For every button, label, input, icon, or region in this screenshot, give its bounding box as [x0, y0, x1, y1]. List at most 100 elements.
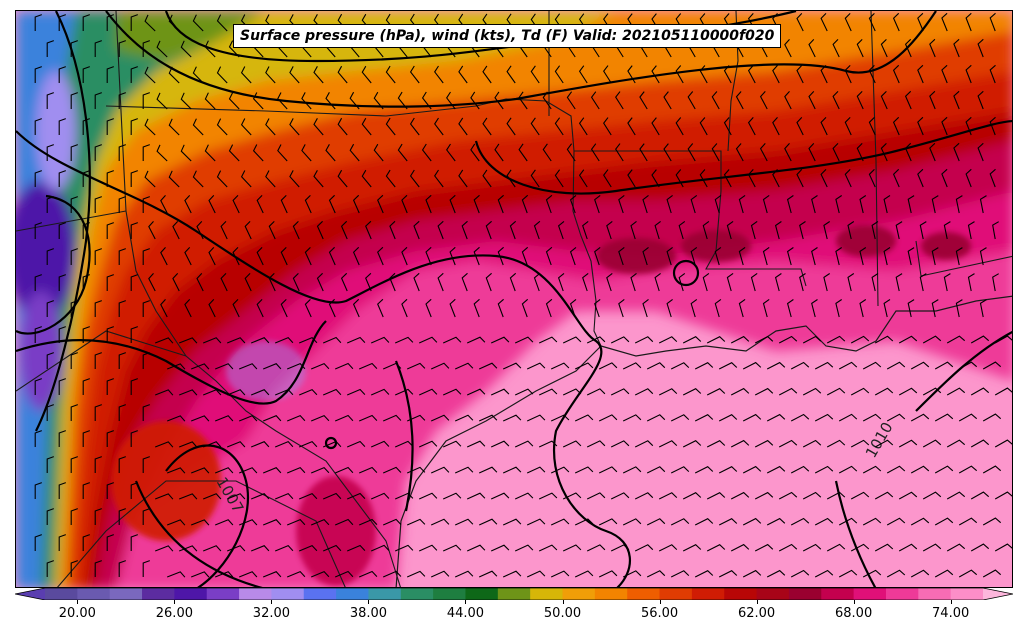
colorbar-extend-max [983, 588, 1013, 600]
wind-barb [425, 298, 432, 318]
wind-barb [838, 569, 858, 578]
wind-barb [666, 246, 673, 266]
wind-barb [723, 169, 732, 188]
wind-barb [802, 491, 822, 500]
wind-barb [946, 387, 966, 396]
wind-barb [953, 142, 960, 162]
wind-barb [699, 65, 708, 84]
wind-barb [820, 65, 828, 84]
wind-barb [586, 388, 606, 396]
wind-barb [868, 169, 876, 188]
wind-barb [130, 274, 138, 291]
wind-barb [58, 326, 66, 343]
wind-barb [569, 246, 577, 266]
wind-barb [401, 298, 408, 318]
wind-barb [470, 91, 480, 110]
wind-barb [313, 66, 324, 84]
wind-barb [466, 388, 486, 396]
wind-barb [216, 118, 228, 136]
wind-barb [958, 361, 978, 370]
wind-barb [46, 40, 54, 57]
wind-barb [862, 361, 882, 370]
wind-barb [970, 387, 990, 396]
wind-barb [735, 143, 744, 162]
wind-barb [328, 194, 336, 214]
wind-barb [892, 64, 900, 84]
wind-barb [406, 362, 426, 370]
wind-barb [742, 569, 762, 578]
wind-barb [838, 517, 858, 526]
colorbar-segment [691, 588, 725, 600]
wind-barb [244, 221, 252, 240]
wind-barb [370, 336, 390, 344]
wind-barb [334, 518, 354, 526]
wind-barb [226, 337, 246, 344]
wind-barb [118, 144, 126, 161]
wind-barb [929, 90, 936, 110]
wind-barb [430, 414, 450, 422]
wind-barb [654, 220, 661, 240]
wind-barb [958, 413, 978, 422]
wind-barb [518, 143, 528, 162]
wind-barb [106, 482, 114, 499]
wind-barb [482, 117, 492, 136]
wind-barb [955, 195, 963, 214]
wind-barb [262, 415, 282, 422]
map-title: Surface pressure (hPa), wind (kts), Td (… [233, 24, 782, 48]
wind-barb [622, 414, 642, 422]
wind-barb [490, 336, 510, 344]
wind-barb [562, 440, 582, 448]
colorbar-segment [465, 588, 499, 600]
wind-barb [618, 246, 625, 266]
wind-barb [820, 117, 828, 136]
wind-barb [694, 570, 714, 578]
wind-barb [430, 518, 450, 526]
wind-barb [167, 415, 186, 422]
wind-barb [762, 298, 770, 318]
wind-barb [687, 91, 696, 110]
wind-barb [658, 336, 678, 344]
wind-barb [874, 491, 894, 500]
wind-barb [358, 362, 378, 370]
wind-barb [994, 335, 1012, 344]
wind-barb [730, 335, 750, 344]
wind-barb [179, 545, 198, 552]
wind-barb [106, 326, 114, 343]
wind-barb [786, 247, 794, 266]
wind-barb [490, 440, 510, 448]
wind-barb [322, 388, 342, 396]
wind-barb [742, 413, 762, 422]
wind-barb [70, 248, 78, 265]
wind-barb [814, 465, 834, 474]
wind-barb [868, 13, 876, 32]
wind-barb [377, 298, 384, 318]
wind-barb [442, 544, 462, 552]
wind-barb [934, 361, 954, 370]
wind-barb [979, 247, 987, 266]
wind-barb [922, 387, 942, 396]
wind-barb [814, 569, 834, 578]
wind-barb [118, 248, 126, 265]
wind-barb [759, 91, 768, 110]
colorbar-segment [174, 588, 208, 600]
wind-barb [406, 466, 426, 474]
wind-barb [490, 544, 510, 552]
wind-barb [346, 336, 366, 344]
wind-barb [192, 170, 204, 188]
wind-barb [58, 170, 66, 187]
wind-barb [542, 91, 552, 110]
wind-barb [434, 169, 444, 188]
wind-barb [226, 545, 246, 552]
wind-barb [574, 466, 594, 474]
colorbar-tick [853, 600, 855, 604]
wind-barb [868, 65, 876, 84]
wind-barb [478, 466, 498, 474]
wind-barb [850, 543, 870, 552]
wind-barb [895, 273, 903, 292]
wind-barb [365, 272, 372, 292]
wind-barb [94, 508, 102, 525]
wind-barb [325, 144, 336, 162]
wind-barb [931, 195, 939, 214]
wind-barb [401, 246, 408, 266]
wind-barb [70, 300, 78, 317]
